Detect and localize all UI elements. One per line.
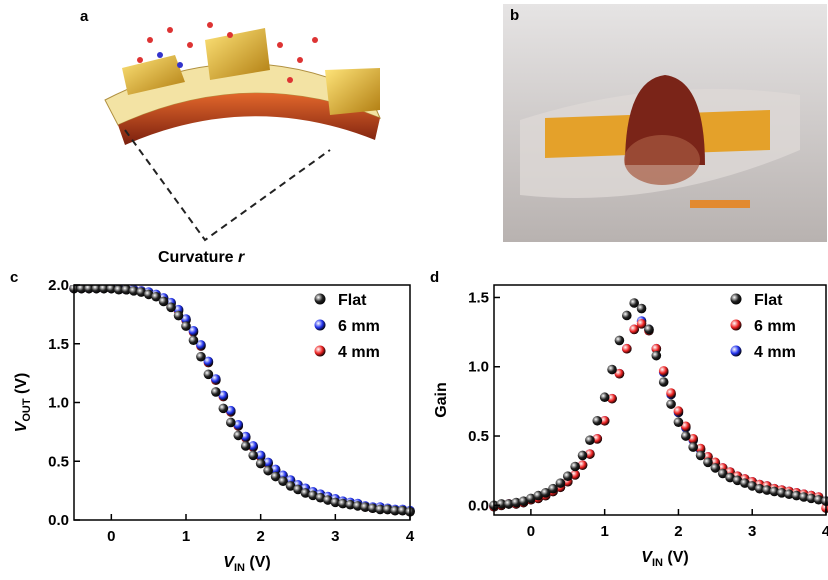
panel-label: a bbox=[80, 8, 89, 25]
caption-text: Curvature bbox=[158, 249, 234, 266]
panel-a: a Curvature r bbox=[80, 8, 380, 266]
data-point bbox=[696, 451, 706, 461]
data-point bbox=[600, 392, 610, 402]
x-tick-label: 4 bbox=[406, 528, 415, 545]
chart: 0 1 2 3 4 0.0 0.5 1.0 1.5 VIN (V) Gain Flat 6 mm 4 mm… bbox=[430, 269, 828, 569]
legend-marker bbox=[731, 320, 742, 331]
data-point bbox=[652, 351, 662, 361]
data-point bbox=[659, 366, 669, 376]
data-point bbox=[615, 336, 625, 346]
chart: 0 1 2 3 4 0.0 0.5 1.0 1.5 2.0 VIN (V) VOUT (V) Flat 6… bbox=[10, 269, 415, 574]
x-tick-label: 4 bbox=[822, 523, 828, 540]
data-point bbox=[674, 406, 684, 416]
panel-label: d bbox=[430, 269, 439, 286]
data-point bbox=[181, 321, 191, 331]
y-tick-label: 0.5 bbox=[468, 428, 489, 445]
axis-label: VIN (V) bbox=[223, 554, 270, 574]
data-point bbox=[556, 478, 566, 488]
legend-label: Flat bbox=[338, 292, 367, 309]
legend-marker bbox=[315, 294, 326, 305]
legend-marker bbox=[731, 294, 742, 305]
data-point bbox=[196, 352, 206, 362]
data-point bbox=[159, 297, 169, 307]
legend-label: 4 mm bbox=[338, 344, 380, 361]
data-point bbox=[256, 459, 266, 469]
y-tick-label: 0.0 bbox=[468, 497, 489, 514]
data-point bbox=[681, 431, 691, 441]
data-point bbox=[211, 387, 221, 397]
x-tick-label: 0 bbox=[107, 528, 115, 545]
curvature-lines bbox=[125, 130, 330, 240]
data-point bbox=[248, 451, 258, 461]
data-point bbox=[263, 466, 273, 476]
y-tick-label: 1.0 bbox=[468, 359, 489, 376]
x-tick-label: 3 bbox=[331, 528, 339, 545]
data-point bbox=[204, 370, 214, 380]
panel-label: b bbox=[510, 7, 519, 24]
x-tick-label: 3 bbox=[748, 523, 756, 540]
legend-label: 6 mm bbox=[754, 318, 796, 335]
data-point bbox=[659, 377, 669, 387]
data-point bbox=[570, 462, 580, 472]
y-tick-label: 1.5 bbox=[48, 336, 69, 353]
axis-label-sub: IN bbox=[234, 562, 245, 574]
data-point bbox=[622, 311, 632, 321]
caption: Curvature r bbox=[158, 249, 245, 266]
legend-marker bbox=[315, 346, 326, 357]
data-point bbox=[585, 435, 595, 445]
axis-label-unit: (V) bbox=[249, 554, 270, 571]
data-point bbox=[563, 471, 573, 481]
panel-label: c bbox=[10, 269, 18, 286]
axis-label-main: Gain bbox=[433, 382, 450, 418]
data-point bbox=[174, 311, 184, 321]
figure: a Curvature r b 0 1 2 3 4 0.0 0.5 1.0 1.5 2.0 VIN … bbox=[0, 0, 828, 580]
legend-label: Flat bbox=[754, 292, 783, 309]
axis-label: VOUT (V) bbox=[13, 373, 33, 433]
electrode bbox=[690, 200, 750, 208]
y-tick-label: 1.0 bbox=[48, 395, 69, 412]
axis-label-sub: IN bbox=[652, 557, 663, 569]
y-tick-label: 0.0 bbox=[48, 512, 69, 529]
x-tick-label: 0 bbox=[527, 523, 535, 540]
legend-marker bbox=[315, 320, 326, 331]
data-point bbox=[189, 335, 199, 345]
x-tick-label: 1 bbox=[600, 523, 608, 540]
data-point bbox=[622, 344, 632, 354]
y-tick-label: 0.5 bbox=[48, 453, 69, 470]
data-point bbox=[166, 303, 176, 313]
data-point bbox=[226, 418, 236, 428]
axis-label: Gain bbox=[433, 382, 450, 418]
y-tick-label: 2.0 bbox=[48, 277, 69, 294]
data-point bbox=[578, 451, 588, 461]
axis-label-sub: OUT bbox=[21, 398, 33, 422]
x-tick-label: 2 bbox=[674, 523, 682, 540]
data-point bbox=[233, 431, 243, 441]
data-point bbox=[607, 365, 617, 375]
data-point bbox=[666, 388, 676, 398]
electrode bbox=[325, 68, 380, 115]
data-point bbox=[688, 442, 698, 452]
data-point bbox=[219, 404, 229, 414]
axis-label-unit: (V) bbox=[13, 373, 30, 394]
caption-variable: r bbox=[238, 249, 245, 266]
reflection bbox=[624, 135, 700, 185]
panel-b: b bbox=[503, 4, 827, 242]
legend-label: 6 mm bbox=[338, 318, 380, 335]
data-point bbox=[592, 416, 602, 426]
data-point bbox=[674, 417, 684, 427]
x-tick-label: 2 bbox=[256, 528, 264, 545]
legend-marker bbox=[731, 346, 742, 357]
axis-label-unit: (V) bbox=[667, 549, 688, 566]
x-tick-label: 1 bbox=[182, 528, 190, 545]
data-point bbox=[241, 441, 251, 451]
data-point bbox=[637, 304, 647, 314]
legend-label: 4 mm bbox=[754, 344, 796, 361]
y-tick-label: 1.5 bbox=[468, 289, 489, 306]
axis-label: VIN (V) bbox=[641, 549, 688, 569]
data-point bbox=[644, 325, 654, 335]
data-point bbox=[666, 399, 676, 409]
